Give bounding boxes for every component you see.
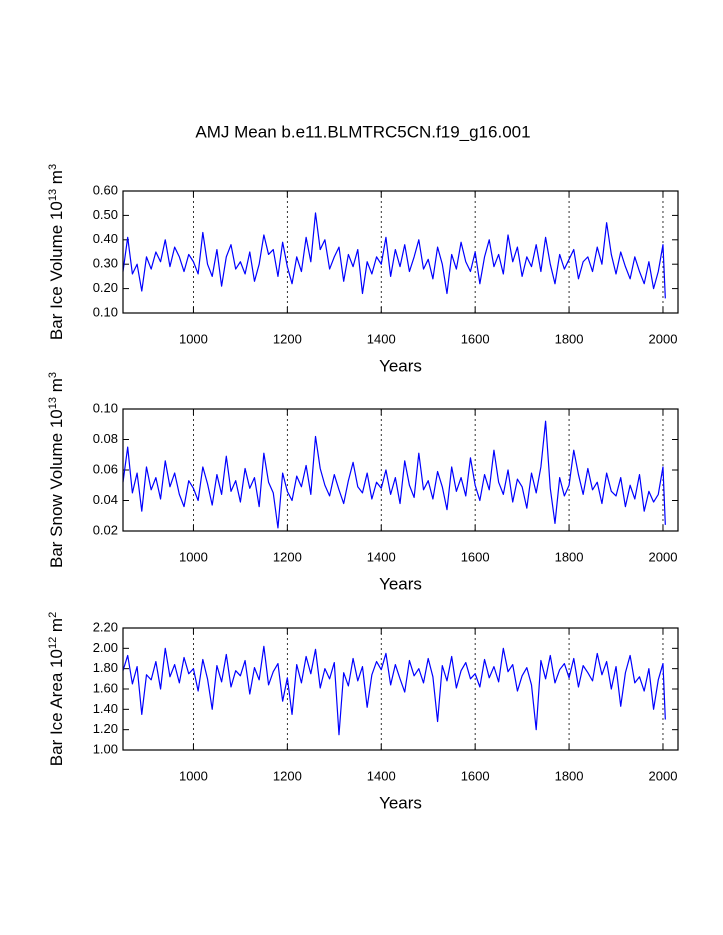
y-axis-label: Bar Ice Volume 1013 m3 <box>47 164 66 340</box>
y-axis-label-text: Bar Ice Area 10 <box>47 649 66 766</box>
y-axis-label-superscript: 2 <box>47 612 59 618</box>
plot-frame <box>122 408 679 532</box>
x-tick-label: 1800 <box>555 768 584 783</box>
y-axis-label-superscript: 12 <box>47 637 59 649</box>
x-tick-label: 1600 <box>461 331 490 346</box>
y-tick-label: 1.40 <box>93 701 118 716</box>
y-tick-label: 1.80 <box>93 660 118 675</box>
y-axis-label-text: m <box>47 618 66 637</box>
y-axis-label-text: Bar Ice Volume 10 <box>47 201 66 340</box>
y-tick-label: 0.10 <box>93 304 118 319</box>
x-tick-label: 1200 <box>273 549 302 564</box>
x-tick-label: 1600 <box>461 768 490 783</box>
data-line <box>122 212 666 299</box>
plot-frame <box>122 627 679 751</box>
y-axis-label-superscript: 3 <box>47 372 59 378</box>
x-tick-label: 1000 <box>179 768 208 783</box>
y-tick-label: 0.08 <box>93 431 118 446</box>
x-tick-label: 1000 <box>179 331 208 346</box>
y-axis-label: Bar Ice Area 1012 m2 <box>47 612 66 766</box>
y-axis-label-superscript: 13 <box>47 189 59 201</box>
y-axis-label-superscript: 3 <box>47 164 59 170</box>
y-tick-label: 0.04 <box>93 492 118 507</box>
y-tick-label: 0.06 <box>93 461 118 476</box>
y-tick-label: 1.60 <box>93 680 118 695</box>
y-tick-label: 0.30 <box>93 256 118 271</box>
x-tick-label: 1200 <box>273 768 302 783</box>
y-axis-label-text: Bar Snow Volume 10 <box>47 409 66 568</box>
x-tick-label: 1400 <box>367 549 396 564</box>
x-tick-label: 1800 <box>555 549 584 564</box>
x-tick-label: 1400 <box>367 331 396 346</box>
data-line <box>122 420 666 529</box>
y-tick-label: 2.20 <box>93 619 118 634</box>
x-tick-label: 1000 <box>179 549 208 564</box>
x-tick-label: 1600 <box>461 549 490 564</box>
y-axis-label-text: m <box>47 378 66 397</box>
y-tick-label: 1.00 <box>93 741 118 756</box>
y-tick-label: 0.40 <box>93 231 118 246</box>
x-axis-label: Years <box>379 574 422 593</box>
x-tick-label: 2000 <box>649 768 678 783</box>
x-axis-label: Years <box>379 793 422 812</box>
y-axis-label-superscript: 13 <box>47 397 59 409</box>
x-tick-label: 2000 <box>649 549 678 564</box>
data-line <box>122 645 666 736</box>
x-tick-label: 1400 <box>367 768 396 783</box>
y-tick-label: 0.50 <box>93 207 118 222</box>
y-axis-label: Bar Snow Volume 1013 m3 <box>47 372 66 568</box>
y-tick-label: 0.10 <box>93 400 118 415</box>
y-axis-label-text: m <box>47 170 66 189</box>
y-tick-label: 0.02 <box>93 522 118 537</box>
figure-title: AMJ Mean b.e11.BLMTRC5CN.f19_g16.001 <box>195 122 530 141</box>
x-axis-label: Years <box>379 356 422 375</box>
plot-frame <box>122 190 679 314</box>
y-tick-label: 1.20 <box>93 721 118 736</box>
x-tick-label: 2000 <box>649 331 678 346</box>
x-tick-label: 1800 <box>555 331 584 346</box>
y-tick-label: 0.20 <box>93 280 118 295</box>
x-tick-label: 1200 <box>273 331 302 346</box>
y-tick-label: 2.00 <box>93 640 118 655</box>
y-tick-label: 0.60 <box>93 182 118 197</box>
